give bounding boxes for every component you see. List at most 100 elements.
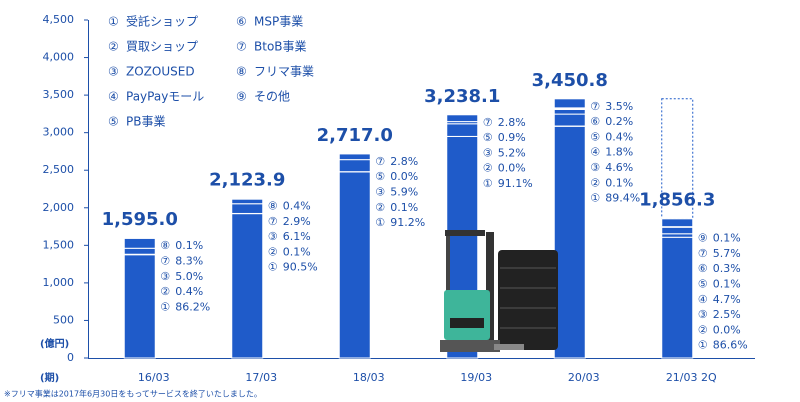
breakdown-key: ① (590, 192, 600, 205)
bar-segment (123, 247, 156, 255)
bar-segment (123, 254, 156, 359)
bar-segment (338, 159, 371, 173)
legend-key: ① (108, 15, 119, 29)
x-tick-label: 20/03 (568, 371, 600, 384)
breakdown-key: ⑤ (590, 130, 600, 143)
breakdown-key: ① (268, 261, 278, 274)
forklift-illustration (440, 230, 558, 352)
breakdown-label: 2.9% (283, 215, 311, 228)
breakdown-label: 5.2% (498, 146, 526, 159)
y-tick-label: 3,500 (43, 88, 75, 101)
breakdown-key: ⑥ (698, 262, 708, 275)
breakdown-label: 0.1% (605, 176, 633, 189)
legend-key: ⑧ (236, 65, 247, 79)
breakdown-label: 0.3% (713, 262, 741, 275)
breakdown-label: 2.8% (498, 116, 526, 129)
breakdown-key: ② (483, 162, 493, 175)
breakdown-label: 8.3% (175, 254, 203, 267)
breakdown-label: 86.2% (175, 300, 210, 313)
breakdown-key: ⑤ (698, 277, 708, 290)
breakdown-label: 3.5% (605, 100, 633, 113)
breakdown-label: 86.6% (713, 339, 748, 352)
bar-segment (338, 171, 371, 359)
breakdown-label: 0.2% (605, 115, 633, 128)
breakdown-label: 90.5% (283, 261, 318, 274)
y-tick-label: 500 (53, 313, 74, 326)
bar-segment (231, 203, 264, 214)
legend-key: ⑥ (236, 15, 247, 29)
breakdown-key: ③ (590, 161, 600, 174)
y-tick-label: 4,000 (43, 51, 75, 64)
breakdown-key: ⑧ (160, 239, 170, 252)
legend-label: 買取ショップ (126, 40, 198, 54)
y-tick-label: 0 (67, 351, 74, 364)
breakdown-key: ③ (268, 230, 278, 243)
x-tick-label: 18/03 (353, 371, 385, 384)
breakdown-label: 0.1% (283, 245, 311, 258)
breakdown-label: 4.7% (713, 293, 741, 306)
breakdown-label: 5.9% (390, 186, 418, 199)
breakdown-key: ⑦ (483, 116, 493, 129)
breakdown-label: 2.5% (713, 308, 741, 321)
legend-label: フリマ事業 (254, 65, 314, 79)
legend-label: その他 (254, 90, 290, 104)
breakdown-key: ③ (483, 146, 493, 159)
breakdown-key: ② (160, 285, 170, 298)
breakdown-key: ⑦ (160, 254, 170, 267)
x-tick-label: 19/03 (460, 371, 492, 384)
breakdown-label: 4.6% (605, 161, 633, 174)
bar-segment (446, 123, 479, 137)
breakdown-label: 0.4% (175, 285, 203, 298)
bar-segment (231, 197, 264, 200)
breakdown-label: 89.4% (605, 192, 640, 205)
bar-segment (446, 114, 479, 123)
breakdown-label: 0.4% (605, 130, 633, 143)
breakdown-key: ② (590, 176, 600, 189)
bar-value-label: 1,595.0 (102, 209, 178, 230)
breakdown-key: ② (375, 201, 385, 214)
breakdown-label: 0.1% (713, 232, 741, 245)
breakdown-key: ④ (698, 293, 708, 306)
bar-segment (553, 98, 586, 109)
legend-key: ⑤ (108, 115, 119, 129)
breakdown-key: ③ (375, 186, 385, 199)
y-tick-label: 1,000 (43, 276, 75, 289)
legend-label: PB事業 (126, 115, 165, 129)
bar-segment (553, 113, 586, 127)
breakdown-label: 0.1% (713, 277, 741, 290)
legend-label: BtoB事業 (254, 40, 307, 54)
breakdown-label: 91.1% (498, 177, 533, 190)
legend-key: ④ (108, 90, 119, 104)
bar-segment (661, 218, 694, 228)
breakdown-label: 0.0% (498, 162, 526, 175)
breakdown-key: ⑦ (698, 247, 708, 260)
breakdown-key: ③ (160, 270, 170, 283)
breakdown-key: ⑨ (698, 232, 708, 245)
breakdown-key: ① (698, 339, 708, 352)
y-tick-label: 3,000 (43, 126, 75, 139)
bar-segment (231, 213, 264, 359)
breakdown-key: ③ (698, 308, 708, 321)
x-tick-label: 16/03 (138, 371, 170, 384)
legend-key: ⑨ (236, 90, 247, 104)
breakdown-label: 91.2% (390, 216, 425, 229)
breakdown-key: ⑤ (375, 170, 385, 183)
breakdown-label: 0.4% (283, 199, 311, 212)
breakdown-key: ⑦ (590, 100, 600, 113)
breakdown-key: ② (268, 245, 278, 258)
breakdown-key: ① (160, 300, 170, 313)
bar-segment (661, 236, 694, 359)
y-unit: (億円) (40, 337, 69, 350)
bar-value-label: 1,856.3 (639, 190, 715, 211)
breakdown-key: ⑥ (590, 115, 600, 128)
legend-label: ZOZOUSED (126, 65, 195, 79)
y-tick-label: 1,500 (43, 238, 75, 251)
breakdown-key: ⑧ (268, 199, 278, 212)
x-tick-label: 21/03 2Q (666, 371, 717, 384)
breakdown-label: 0.0% (390, 170, 418, 183)
bar-segment (123, 237, 156, 249)
breakdown-label: 5.0% (175, 270, 203, 283)
bar-segment (553, 125, 586, 359)
breakdown-label: 2.8% (390, 155, 418, 168)
